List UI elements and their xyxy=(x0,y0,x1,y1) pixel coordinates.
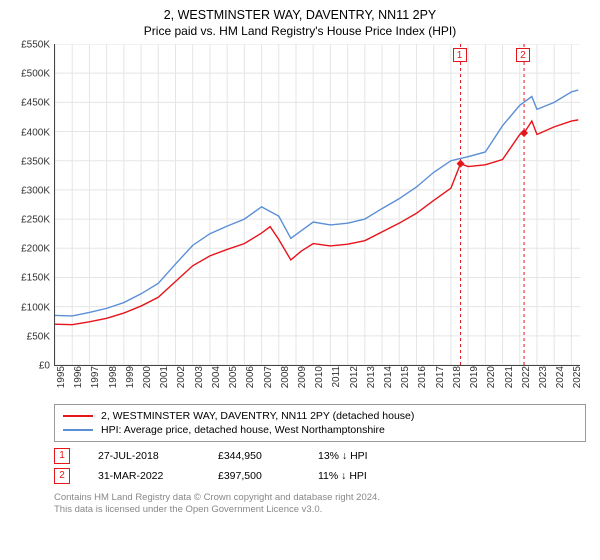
transaction-flag-small: 1 xyxy=(54,448,70,464)
x-tick-label: 2006 xyxy=(241,366,256,388)
chart-area: £0£50K£100K£150K£200K£250K£300K£350K£400… xyxy=(54,44,580,366)
transaction-flag: 2 xyxy=(516,48,530,62)
legend-row-price: 2, WESTMINSTER WAY, DAVENTRY, NN11 2PY (… xyxy=(63,409,577,423)
x-tick-label: 2022 xyxy=(517,366,532,388)
plot-area xyxy=(54,44,580,366)
y-tick-label: £500K xyxy=(21,69,54,80)
x-tick-label: 2001 xyxy=(155,366,170,388)
legend-swatch-price xyxy=(63,415,93,417)
x-tick-label: 1999 xyxy=(121,366,136,388)
legend-swatch-hpi xyxy=(63,429,93,431)
x-tick-label: 2013 xyxy=(362,366,377,388)
y-tick-label: £450K xyxy=(21,98,54,109)
x-tick-label: 1998 xyxy=(104,366,119,388)
legend-label-hpi: HPI: Average price, detached house, West… xyxy=(101,424,385,436)
x-tick-label: 2018 xyxy=(448,366,463,388)
x-tick-label: 2012 xyxy=(345,366,360,388)
transaction-table: 1 27-JUL-2018£344,95013% ↓ HPI 2 31-MAR-202… xyxy=(54,446,586,486)
footer: Contains HM Land Registry data © Crown c… xyxy=(54,492,586,517)
y-tick-label: £150K xyxy=(21,273,54,284)
transaction-date: 27-JUL-2018 xyxy=(98,450,218,462)
x-tick-label: 2025 xyxy=(568,366,583,388)
footer-line-1: Contains HM Land Registry data © Crown c… xyxy=(54,492,586,504)
x-tick-label: 1996 xyxy=(69,366,84,388)
legend-label-price: 2, WESTMINSTER WAY, DAVENTRY, NN11 2PY (… xyxy=(101,410,414,422)
transaction-date: 31-MAR-2022 xyxy=(98,470,218,482)
x-tick-label: 2002 xyxy=(172,366,187,388)
y-tick-label: £100K xyxy=(21,302,54,313)
x-tick-label: 2017 xyxy=(431,366,446,388)
transaction-delta: 11% ↓ HPI xyxy=(318,470,418,482)
legend: 2, WESTMINSTER WAY, DAVENTRY, NN11 2PY (… xyxy=(54,404,586,442)
plot-svg xyxy=(55,44,580,365)
y-tick-label: £200K xyxy=(21,244,54,255)
y-tick-label: £300K xyxy=(21,185,54,196)
x-tick-label: 2021 xyxy=(500,366,515,388)
x-tick-label: 1995 xyxy=(52,366,67,388)
transaction-flag-small: 2 xyxy=(54,468,70,484)
x-tick-label: 2010 xyxy=(310,366,325,388)
transaction-price: £344,950 xyxy=(218,450,318,462)
x-tick-label: 2023 xyxy=(534,366,549,388)
y-tick-label: £350K xyxy=(21,156,54,167)
y-tick-label: £400K xyxy=(21,127,54,138)
x-tick-label: 2019 xyxy=(465,366,480,388)
legend-row-hpi: HPI: Average price, detached house, West… xyxy=(63,423,577,437)
chart-title: 2, WESTMINSTER WAY, DAVENTRY, NN11 2PY xyxy=(12,8,588,22)
x-tick-label: 2016 xyxy=(413,366,428,388)
transaction-row: 2 31-MAR-2022£397,50011% ↓ HPI xyxy=(54,466,586,486)
x-tick-label: 2009 xyxy=(293,366,308,388)
y-tick-label: £250K xyxy=(21,215,54,226)
transaction-delta: 13% ↓ HPI xyxy=(318,450,418,462)
x-tick-label: 2003 xyxy=(190,366,205,388)
footer-line-2: This data is licensed under the Open Gov… xyxy=(54,504,586,516)
x-tick-label: 2020 xyxy=(482,366,497,388)
x-tick-label: 2024 xyxy=(551,366,566,388)
x-tick-label: 2007 xyxy=(259,366,274,388)
x-tick-label: 2008 xyxy=(276,366,291,388)
x-tick-label: 2011 xyxy=(327,366,342,388)
y-tick-label: £50K xyxy=(27,331,54,342)
x-tick-label: 2005 xyxy=(224,366,239,388)
transaction-price: £397,500 xyxy=(218,470,318,482)
x-tick-label: 2000 xyxy=(138,366,153,388)
transaction-flag: 1 xyxy=(453,48,467,62)
x-tick-label: 2015 xyxy=(396,366,411,388)
chart-subtitle: Price paid vs. HM Land Registry's House … xyxy=(12,24,588,38)
y-tick-label: £550K xyxy=(21,40,54,51)
transaction-row: 1 27-JUL-2018£344,95013% ↓ HPI xyxy=(54,446,586,466)
x-tick-label: 2004 xyxy=(207,366,222,388)
x-tick-label: 1997 xyxy=(86,366,101,388)
x-tick-label: 2014 xyxy=(379,366,394,388)
